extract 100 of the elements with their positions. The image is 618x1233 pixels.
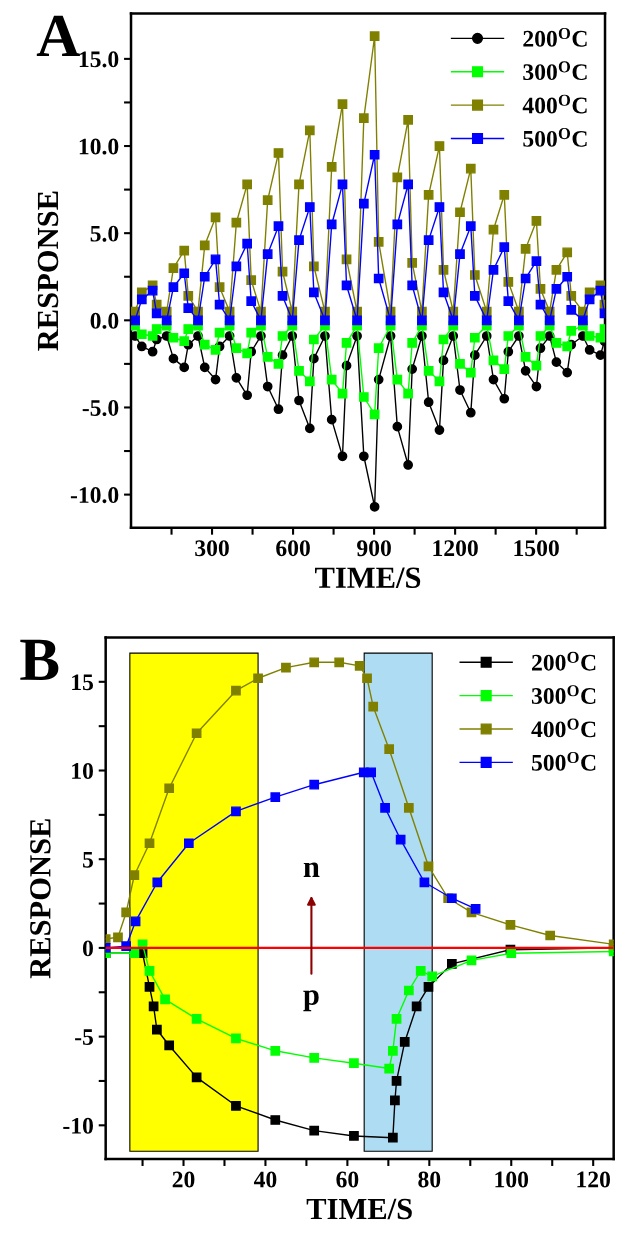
point — [231, 372, 242, 383]
point — [385, 315, 396, 326]
y-tick-label: 0.0 — [90, 312, 119, 329]
y-tick-label: -5.0 — [82, 399, 119, 416]
point — [415, 966, 426, 976]
point — [152, 877, 163, 888]
point — [531, 381, 542, 392]
point — [231, 217, 242, 228]
point — [399, 1037, 410, 1047]
x-tick-label: 120 — [577, 1171, 610, 1188]
point — [341, 338, 352, 348]
point — [391, 1014, 402, 1024]
point — [183, 324, 194, 334]
point — [455, 207, 465, 218]
point — [309, 1053, 320, 1063]
point — [488, 374, 499, 385]
point — [231, 1100, 241, 1111]
x-tick-label: 1500 — [514, 540, 559, 557]
point — [566, 304, 577, 315]
point — [384, 744, 395, 755]
point — [387, 1132, 398, 1143]
legend-label: 200$^{O}$C — [532, 651, 596, 671]
point — [309, 657, 320, 668]
point — [179, 362, 190, 373]
point — [358, 392, 369, 402]
point — [113, 932, 123, 943]
point — [164, 783, 175, 794]
point — [434, 202, 445, 212]
point — [273, 359, 284, 369]
point — [183, 838, 194, 849]
point — [469, 291, 480, 301]
point — [520, 365, 531, 376]
point — [481, 315, 492, 326]
point — [231, 685, 241, 696]
point — [270, 792, 281, 802]
point — [277, 291, 288, 301]
point — [423, 365, 434, 376]
point — [578, 315, 588, 326]
point — [520, 352, 531, 362]
point — [160, 994, 170, 1005]
point — [129, 870, 140, 881]
point — [373, 343, 384, 354]
point — [131, 315, 140, 326]
point — [334, 657, 345, 668]
point — [446, 959, 457, 969]
point — [423, 397, 434, 408]
point — [499, 189, 510, 200]
point — [352, 315, 362, 326]
point — [407, 338, 418, 348]
point — [136, 294, 147, 305]
point — [455, 385, 465, 395]
y-axis-title: RESPONSE — [30, 819, 51, 979]
point — [304, 423, 315, 434]
point — [403, 985, 414, 996]
point — [262, 381, 273, 392]
point — [465, 407, 476, 418]
point — [242, 179, 253, 190]
point — [349, 1058, 359, 1069]
point — [168, 282, 179, 293]
point — [287, 315, 298, 326]
y-axis-title: RESPONSE — [37, 191, 59, 351]
point — [358, 113, 369, 123]
point — [503, 331, 514, 341]
point — [242, 238, 253, 249]
point — [326, 219, 337, 230]
point — [193, 315, 203, 326]
y-tick-label: 15.0 — [79, 51, 119, 68]
point — [270, 1045, 281, 1056]
point — [465, 163, 476, 174]
point — [273, 221, 284, 232]
point — [262, 352, 273, 362]
point — [151, 324, 162, 334]
point — [506, 948, 517, 959]
point — [368, 701, 379, 712]
y-tick-label: 0 — [82, 940, 93, 957]
point — [545, 930, 556, 941]
legend-label: 200$^{O}$C — [523, 27, 587, 47]
point — [392, 219, 403, 230]
point — [168, 263, 179, 273]
point — [326, 162, 337, 172]
x-tick-label: 40 — [253, 1171, 277, 1188]
y-tick-label: 10.0 — [79, 138, 119, 155]
point — [277, 331, 288, 341]
point — [584, 331, 595, 341]
point — [387, 1045, 398, 1056]
y-tick-label: 5.0 — [90, 225, 119, 242]
point — [199, 271, 210, 282]
point — [466, 955, 477, 966]
point — [130, 916, 141, 927]
point — [499, 364, 510, 374]
point — [531, 256, 542, 266]
x-tick-label: 300 — [195, 540, 229, 557]
point — [551, 284, 562, 294]
x-axis-title: TIME/S — [306, 1198, 412, 1220]
y-tick-label: -5 — [75, 1029, 94, 1046]
point — [419, 877, 430, 888]
point — [242, 348, 253, 359]
x-tick-label: 1200 — [433, 540, 478, 557]
point — [423, 189, 434, 200]
point — [434, 425, 445, 435]
